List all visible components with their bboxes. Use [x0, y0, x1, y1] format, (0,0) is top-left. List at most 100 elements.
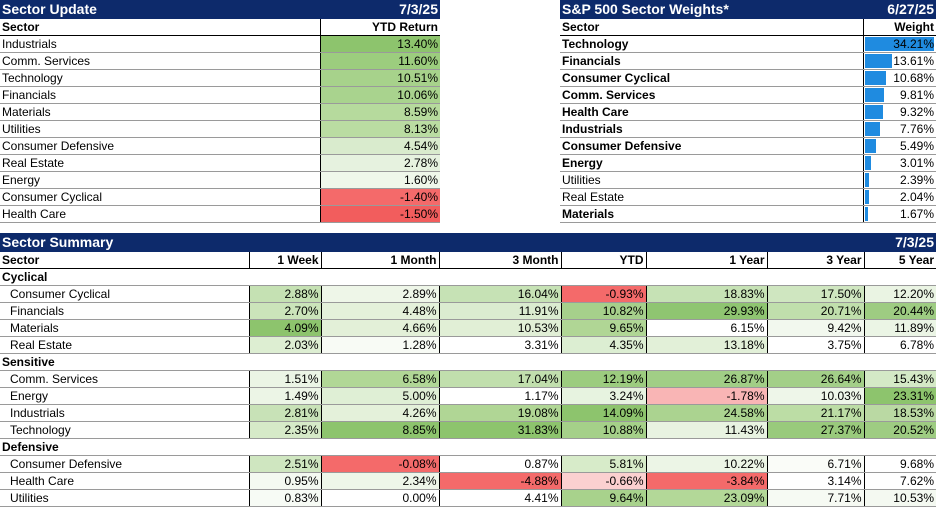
return-value: 6.71% — [766, 455, 864, 473]
weight-cell: 2.39% — [862, 171, 936, 189]
return-value: 3.14% — [766, 472, 864, 490]
weight-value: 10.68% — [893, 71, 934, 85]
weight-value: 9.32% — [899, 105, 934, 119]
return-value: 17.04% — [438, 370, 561, 388]
weight-value: 2.04% — [899, 190, 934, 204]
ytd-return-value: 10.06% — [319, 86, 440, 104]
weight-bar — [864, 122, 881, 136]
table-row: Utilities 0.83% 0.00% 4.41% 9.64% 23.09% 7.71%… — [0, 489, 936, 507]
return-value: 6.15% — [645, 319, 767, 337]
return-value: 4.35% — [560, 336, 646, 354]
return-value: -1.78% — [645, 387, 767, 405]
return-value: 16.04% — [438, 285, 561, 303]
column-header: 3 Year — [766, 252, 864, 269]
ytd-return-value: 11.60% — [319, 52, 440, 70]
sector-update-date: 7/3/25 — [320, 0, 440, 19]
table-row: Materials 1.67% — [560, 205, 936, 223]
sector-name: Materials — [560, 205, 863, 223]
return-value: 2.34% — [320, 472, 439, 490]
weight-bar — [864, 190, 869, 204]
return-value: 0.00% — [320, 489, 439, 507]
sector-name: Utilities — [0, 120, 320, 138]
return-value: 10.88% — [560, 421, 646, 439]
return-value: 15.43% — [863, 370, 936, 388]
return-value: 12.20% — [863, 285, 936, 303]
return-value: 4.26% — [320, 404, 439, 422]
weight-value: 9.81% — [899, 88, 934, 102]
table-row: Health Care 0.95% 2.34% -4.88% -0.66% -3.84% 3… — [0, 472, 936, 490]
weight-cell: 9.32% — [862, 103, 936, 121]
weight-cell: 2.04% — [862, 188, 936, 206]
sector-name: Industrials — [0, 35, 320, 53]
weight-value: 13.61% — [893, 54, 934, 68]
weight-value: 5.49% — [899, 139, 934, 153]
ytd-return-value: -1.50% — [319, 205, 440, 223]
return-value: 1.28% — [320, 336, 439, 354]
return-value: 13.18% — [645, 336, 767, 354]
return-value: -0.08% — [320, 455, 439, 473]
table-row: Consumer Cyclical 2.88% 2.89% 16.04% -0.93% 1… — [0, 285, 936, 303]
return-value: 12.19% — [560, 370, 646, 388]
sector-name: Real Estate — [0, 154, 320, 172]
return-value: 1.51% — [248, 370, 321, 388]
column-header: 3 Month — [438, 252, 561, 269]
return-value: 6.58% — [320, 370, 439, 388]
weight-value: 3.01% — [899, 156, 934, 170]
return-value: 9.64% — [560, 489, 646, 507]
table-row: Technology 34.21% — [560, 35, 936, 53]
table-row: Industrials 2.81% 4.26% 19.08% 14.09% 24.58% 2… — [0, 404, 936, 422]
sector-name: Consumer Cyclical — [0, 188, 320, 206]
sector-name: Real Estate — [0, 336, 249, 354]
return-value: 3.24% — [560, 387, 646, 405]
table-row: Consumer Defensive 5.49% — [560, 137, 936, 155]
return-value: 26.64% — [766, 370, 864, 388]
weight-bar — [864, 88, 885, 102]
group-name: Sensitive — [0, 353, 936, 371]
return-value: 2.35% — [248, 421, 321, 439]
table-row: Energy 1.60% — [0, 171, 440, 189]
sector-name: Comm. Services — [0, 52, 320, 70]
sector-name: Energy — [0, 171, 320, 189]
return-value: 4.48% — [320, 302, 439, 320]
sector-name: Financials — [0, 302, 249, 320]
column-header-sector: Sector — [0, 19, 320, 36]
table-row: Real Estate 2.04% — [560, 188, 936, 206]
sector-name: Consumer Defensive — [0, 137, 320, 155]
table-row: Consumer Defensive 2.51% -0.08% 0.87% 5.81% 1… — [0, 455, 936, 473]
table-row: Consumer Cyclical -1.40% — [0, 188, 440, 206]
group-name: Defensive — [0, 438, 936, 456]
weight-bar — [864, 37, 934, 51]
sector-name: Financials — [0, 86, 320, 104]
table-row: Health Care -1.50% — [0, 205, 440, 223]
table-row: Materials 4.09% 4.66% 10.53% 9.65% 6.15% 9.42%… — [0, 319, 936, 337]
return-value: 9.42% — [766, 319, 864, 337]
return-value: 29.93% — [645, 302, 767, 320]
return-value: 9.68% — [863, 455, 936, 473]
return-value: 20.71% — [766, 302, 864, 320]
sector-summary-date: 7/3/25 — [864, 233, 936, 252]
return-value: -4.88% — [438, 472, 561, 490]
return-value: 18.53% — [863, 404, 936, 422]
return-value: 23.31% — [863, 387, 936, 405]
weight-cell: 9.81% — [862, 86, 936, 104]
sector-name: Financials — [560, 52, 863, 70]
return-value: 10.53% — [863, 489, 936, 507]
weight-cell: 1.67% — [862, 205, 936, 223]
sector-name: Health Care — [0, 472, 249, 490]
return-value: 5.00% — [320, 387, 439, 405]
return-value: 7.71% — [766, 489, 864, 507]
ytd-return-value: 1.60% — [319, 171, 440, 189]
table-row: Utilities 2.39% — [560, 171, 936, 189]
ytd-return-value: 8.13% — [319, 120, 440, 138]
weight-cell: 3.01% — [862, 154, 936, 172]
sector-name: Materials — [0, 103, 320, 121]
sector-summary-table: Sector Summary 7/3/25 Sector 1 Week 1 Mont… — [0, 233, 936, 507]
return-value: -3.84% — [645, 472, 767, 490]
return-value: -0.66% — [560, 472, 646, 490]
sector-summary-title: Sector Summary — [0, 233, 864, 252]
sector-update-table: Sector Update 7/3/25 Sector YTD Return I… — [0, 0, 440, 223]
table-row: Utilities 8.13% — [0, 120, 440, 138]
sector-name: Comm. Services — [560, 86, 863, 104]
sector-name: Technology — [0, 69, 320, 87]
weight-value: 34.21% — [893, 37, 934, 51]
